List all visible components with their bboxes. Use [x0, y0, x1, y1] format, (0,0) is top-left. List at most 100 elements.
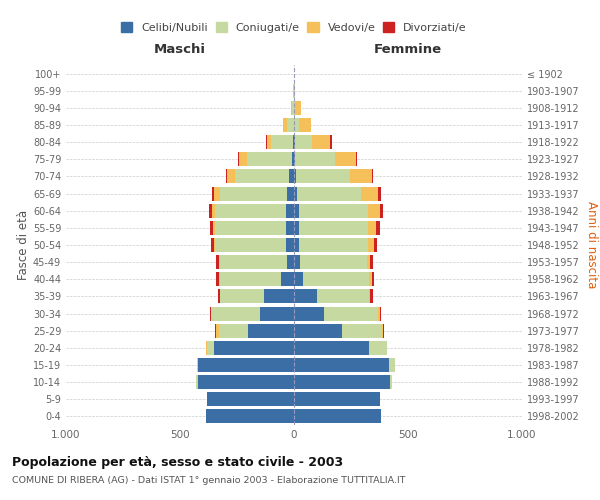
Bar [294, 186, 298, 200]
Bar [239, 152, 247, 166]
Bar [294, 392, 380, 406]
Bar [367, 255, 370, 269]
Bar [350, 170, 371, 183]
Bar [379, 306, 380, 320]
Bar [219, 324, 248, 338]
Bar [217, 324, 219, 338]
Bar [294, 255, 300, 269]
Bar [215, 324, 217, 338]
Bar [390, 375, 392, 389]
Bar [289, 170, 294, 183]
Bar [198, 375, 294, 389]
Bar [342, 324, 382, 338]
Bar [368, 204, 380, 218]
Bar [208, 341, 214, 355]
Bar [371, 272, 374, 286]
Bar [294, 290, 317, 304]
Bar [294, 84, 295, 98]
Bar [294, 358, 389, 372]
Bar [294, 135, 295, 149]
Bar [247, 152, 292, 166]
Bar [361, 186, 379, 200]
Bar [287, 118, 294, 132]
Bar [218, 290, 220, 304]
Bar [294, 410, 380, 424]
Y-axis label: Fasce di età: Fasce di età [17, 210, 30, 280]
Bar [335, 152, 356, 166]
Bar [219, 255, 220, 269]
Bar [215, 204, 286, 218]
Bar [294, 152, 295, 166]
Bar [206, 410, 294, 424]
Bar [281, 272, 294, 286]
Bar [376, 221, 380, 235]
Bar [286, 204, 294, 218]
Bar [374, 238, 377, 252]
Bar [382, 324, 383, 338]
Bar [198, 358, 294, 372]
Bar [370, 255, 373, 269]
Bar [317, 290, 369, 304]
Bar [271, 135, 293, 149]
Text: Popolazione per età, sesso e stato civile - 2003: Popolazione per età, sesso e stato civil… [12, 456, 343, 469]
Bar [265, 135, 266, 149]
Bar [296, 170, 350, 183]
Bar [295, 152, 335, 166]
Bar [215, 238, 286, 252]
Bar [294, 272, 303, 286]
Bar [220, 272, 281, 286]
Bar [299, 204, 368, 218]
Bar [220, 290, 265, 304]
Bar [220, 255, 287, 269]
Bar [197, 358, 198, 372]
Bar [209, 221, 213, 235]
Bar [209, 306, 211, 320]
Bar [312, 135, 331, 149]
Text: Femmine: Femmine [374, 44, 442, 57]
Bar [287, 186, 294, 200]
Bar [227, 170, 235, 183]
Bar [211, 238, 214, 252]
Legend: Celibi/Nubili, Coniugati/e, Vedovi/e, Divorziati/e: Celibi/Nubili, Coniugati/e, Vedovi/e, Di… [119, 20, 469, 35]
Bar [286, 238, 294, 252]
Y-axis label: Anni di nascita: Anni di nascita [585, 202, 598, 288]
Bar [235, 170, 289, 183]
Bar [371, 170, 373, 183]
Bar [370, 290, 373, 304]
Bar [217, 255, 219, 269]
Bar [213, 221, 215, 235]
Bar [331, 135, 332, 149]
Bar [294, 221, 299, 235]
Bar [260, 306, 294, 320]
Bar [294, 306, 323, 320]
Bar [295, 135, 312, 149]
Bar [300, 255, 367, 269]
Bar [294, 375, 390, 389]
Bar [389, 358, 395, 372]
Bar [266, 135, 271, 149]
Bar [196, 375, 198, 389]
Bar [383, 324, 384, 338]
Bar [298, 186, 361, 200]
Text: COMUNE DI RIBERA (AG) - Dati ISTAT 1° gennaio 2003 - Elaborazione TUTTITALIA.IT: COMUNE DI RIBERA (AG) - Dati ISTAT 1° ge… [12, 476, 406, 485]
Bar [368, 238, 374, 252]
Bar [211, 306, 260, 320]
Bar [294, 238, 299, 252]
Bar [293, 135, 294, 149]
Bar [294, 170, 296, 183]
Bar [290, 101, 292, 115]
Bar [380, 204, 383, 218]
Bar [294, 324, 342, 338]
Bar [369, 290, 370, 304]
Text: Maschi: Maschi [154, 44, 206, 57]
Bar [238, 152, 239, 166]
Bar [299, 221, 368, 235]
Bar [208, 392, 294, 406]
Bar [368, 221, 376, 235]
Bar [287, 255, 294, 269]
Bar [294, 101, 295, 115]
Bar [303, 272, 369, 286]
Bar [265, 290, 294, 304]
Bar [212, 204, 215, 218]
Bar [369, 341, 388, 355]
